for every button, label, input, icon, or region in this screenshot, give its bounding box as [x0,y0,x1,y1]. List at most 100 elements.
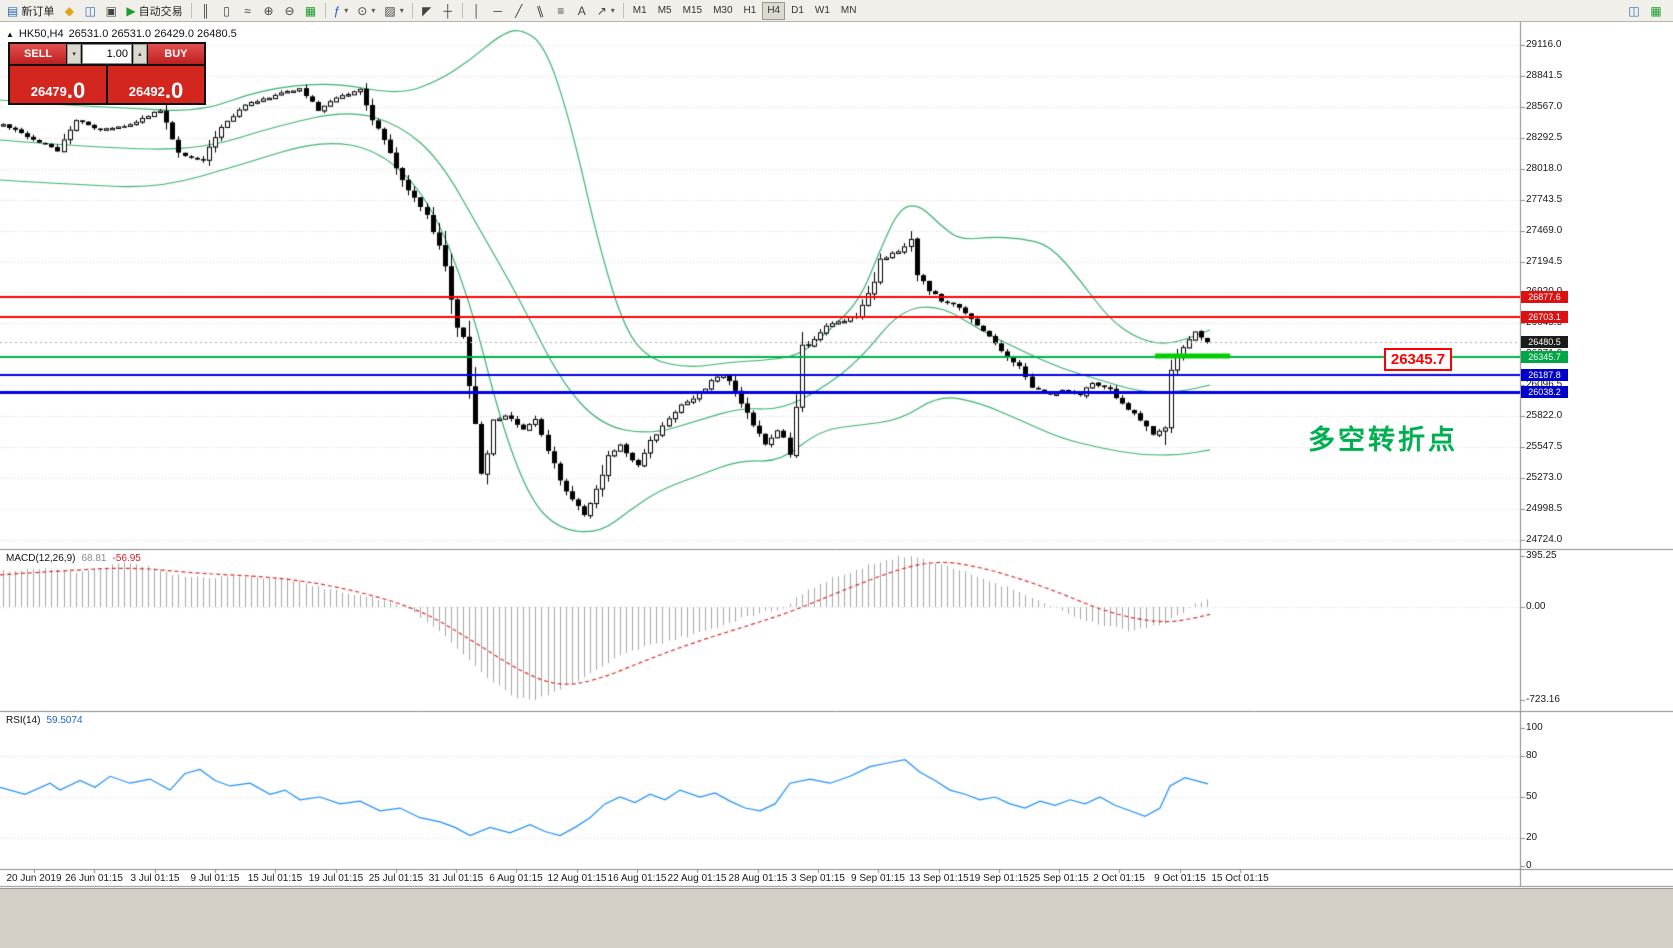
buy-price: 26492 [128,84,165,99]
charts-icon: ◫ [84,3,97,18]
indicators-button[interactable]: ƒ ▾ [330,1,353,21]
timeframe-group: M1 M5 M15 M30 H1 H4 D1 W1 MN [628,1,862,20]
date-label: 19 Sep 01:15 [969,873,1029,884]
zoom-in-button[interactable]: ⊕ [259,1,279,21]
price-tick: 24724.0 [1526,534,1563,545]
fibonacci-icon: ≡ [557,3,565,18]
toolbar-separator [461,3,463,18]
toolbar-separator [324,3,326,18]
toolbar-separator [411,3,413,18]
new-order-button[interactable]: ▤ 新订单 [3,1,58,21]
window-icon: ▣ [105,3,118,18]
price-tick: 25822.0 [1526,410,1563,421]
buy-button[interactable]: BUY [147,44,204,64]
macd-value-main: 68.81 [81,553,107,564]
dropdown-icon: ▾ [399,6,404,15]
date-label: 15 Jul 01:15 [247,873,303,884]
fibonacci-button[interactable]: ≡ [551,1,571,21]
autotrading-icon: ▶ [126,3,136,18]
date-label: 26 Jun 01:15 [65,873,123,884]
sell-price-panel[interactable]: 26479.0 [10,66,106,103]
timeframe-H4[interactable]: H4 [762,1,786,20]
tile-windows-button[interactable]: ▦ [301,1,321,21]
rsi-tick: 20 [1526,832,1538,843]
date-label: 25 Sep 01:15 [1029,873,1089,884]
main-toolbar: ▤ 新订单 ◆ ◫ ▣ ▶ 自动交易 ║ ▯ ≈ ⊕ ⊖ ▦ ƒ ▾ ⊙ ▾ ▨ ▾ … [0,0,1673,22]
turning-point-annotation[interactable]: 多空转折点 [1308,425,1458,455]
symbol-header: ▲ HK50,H4 26531.0 26531.0 26429.0 26480.… [6,28,237,40]
autotrading-button[interactable]: ▶ 自动交易 [122,1,186,21]
macd-name: MACD(12,26,9) [6,553,76,564]
price-tick: 27743.5 [1526,194,1563,205]
horizontal-line-button[interactable]: ─ [488,1,508,21]
chart-canvas[interactable] [0,22,1673,888]
timeframe-W1[interactable]: W1 [810,2,835,20]
price-tick: 29116.0 [1526,39,1562,50]
channel-button[interactable]: ∥ [530,1,550,21]
date-label: 9 Jul 01:15 [190,873,240,884]
window-list-button[interactable]: ◫ [1624,1,1644,21]
price-tick: 28567.0 [1526,101,1563,112]
vertical-line-icon: │ [472,3,481,18]
rsi-tick: 0 [1526,860,1532,871]
price-tag: 26038.2 [1521,386,1568,398]
timeframe-M5[interactable]: M5 [653,2,677,20]
dropdown-icon: ▾ [610,6,615,15]
new-order-icon: ▤ [7,3,19,18]
window-list-icon: ◫ [1628,3,1640,18]
templates-icon: ▨ [384,3,396,18]
macd-tick: 395.25 [1526,550,1557,561]
window-button[interactable]: ▣ [101,1,121,21]
price-tick: 25547.5 [1526,441,1563,452]
zoom-out-button[interactable]: ⊖ [280,1,300,21]
chart-bars-button[interactable]: ║ [196,1,216,21]
volume-up-button[interactable]: ▴ [133,44,147,64]
crosshair-icon: ┼ [443,3,452,18]
indicators-icon: ƒ [333,3,341,18]
timeframe-MN[interactable]: MN [836,2,862,20]
price-tag: 26877.6 [1521,291,1568,303]
chart-line-button[interactable]: ≈ [238,1,258,21]
price-tag: 26187.8 [1521,369,1568,381]
templates-button[interactable]: ▨ ▾ [380,1,407,21]
vertical-line-button[interactable]: │ [467,1,487,21]
trendline-button[interactable]: ╱ [509,1,529,21]
alert-button[interactable]: ◆ [59,1,79,21]
autotrading-label: 自动交易 [138,5,183,18]
price-tag: 26345.7 [1521,351,1568,363]
date-label: 3 Sep 01:15 [791,873,845,884]
timeframe-H1[interactable]: H1 [739,2,762,20]
chart-candles-button[interactable]: ▯ [217,1,237,21]
price-tick: 26096.5 [1526,379,1563,390]
date-label: 20 Jun 2019 [6,873,62,884]
one-click-trading-widget: SELL ▾ ▴ BUY 26479.0 26492.0 [8,42,206,105]
channel-icon: ∥ [534,2,545,19]
date-label: 31 Jul 01:15 [428,873,484,884]
charts-button[interactable]: ◫ [80,1,100,21]
text-tool-button[interactable]: A [572,1,592,21]
tile-windows-icon: ▦ [304,3,317,18]
price-tick: 27469.0 [1526,225,1563,236]
timeframe-M15[interactable]: M15 [678,2,707,20]
buy-price-panel[interactable]: 26492.0 [108,66,204,103]
toolbar-right-group: ◫ ▦ [1624,1,1670,21]
volume-input[interactable] [82,44,132,64]
symbol-ohlc: 26531.0 26531.0 26429.0 26480.5 [68,28,237,40]
timeframe-D1[interactable]: D1 [786,2,809,20]
date-label: 13 Sep 01:15 [909,873,969,884]
timeframe-M30[interactable]: M30 [708,2,737,20]
alert-icon: ◆ [64,3,74,18]
timeframe-M1[interactable]: M1 [628,2,652,20]
volume-down-button[interactable]: ▾ [67,44,81,64]
macd-tick: 0.00 [1526,601,1546,612]
sell-button[interactable]: SELL [10,44,67,64]
arrow-tool-button[interactable]: ↗ ▾ [593,1,619,21]
buy-price-frac: .0 [164,78,184,103]
crosshair-button[interactable]: ┼ [438,1,458,21]
docs-button[interactable]: ▦ [1646,1,1666,21]
price-level-label-box[interactable]: 26345.7 [1384,348,1452,371]
price-tick: 28292.5 [1526,132,1563,143]
cursor-button[interactable]: ◤ [417,1,437,21]
periods-button[interactable]: ⊙ ▾ [353,1,379,21]
price-tick: 24998.5 [1526,503,1563,514]
